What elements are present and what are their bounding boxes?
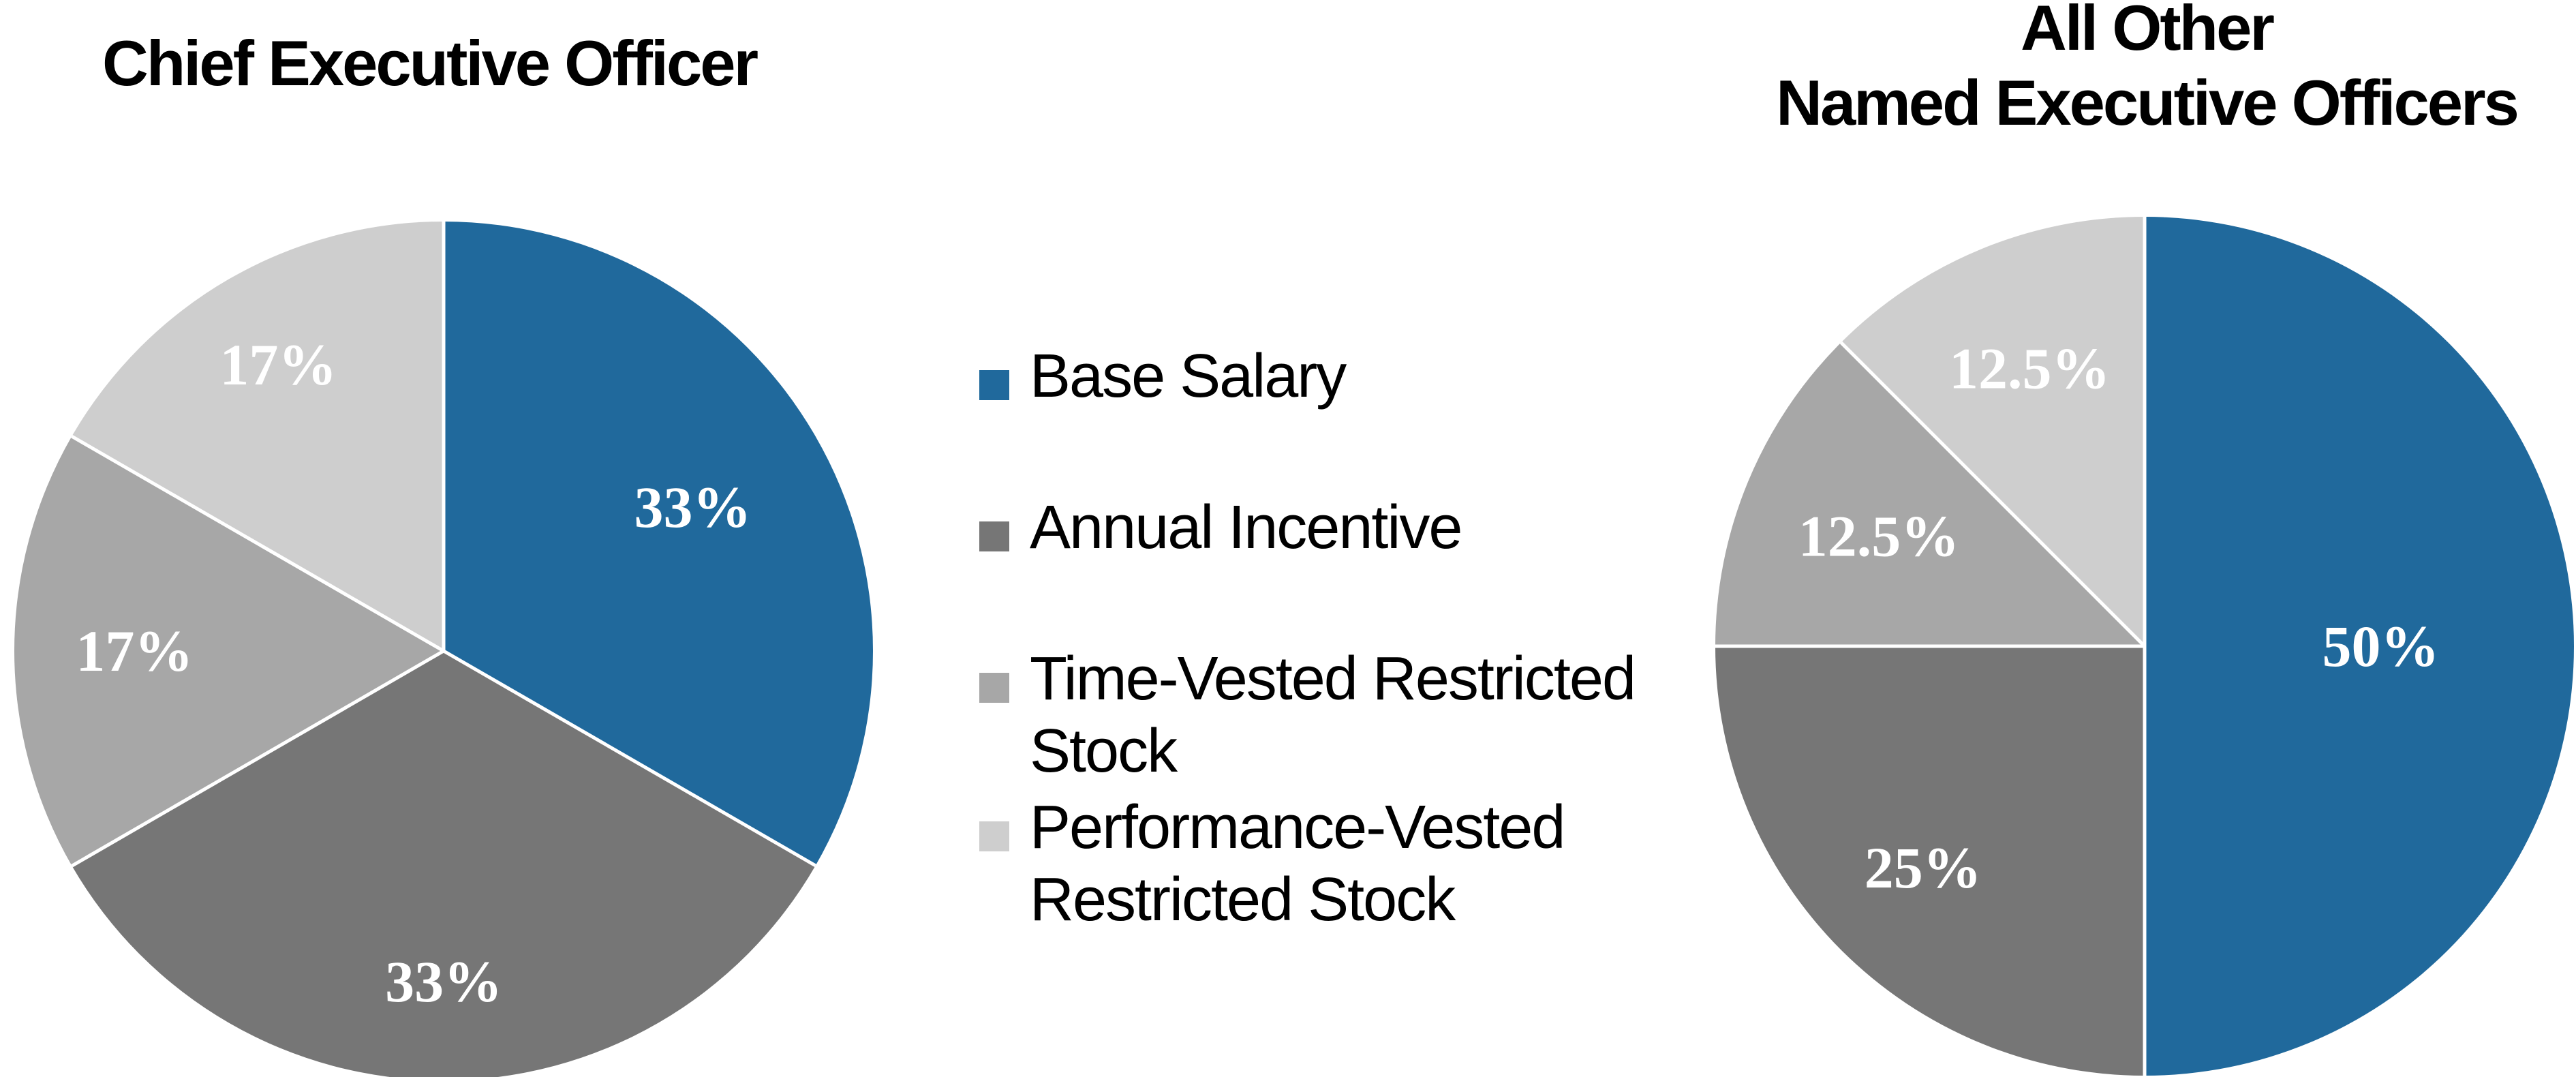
pie-1-label-annual-incentive: 25% xyxy=(1865,835,1982,900)
slice-separator xyxy=(71,649,445,868)
pie-0-label-performance-vested-restricted-stock: 17% xyxy=(219,332,337,397)
right-pie-title-line-1: All Other xyxy=(2021,0,2275,63)
pie-0-label-time-vested-restricted-stock: 17% xyxy=(76,618,193,684)
pie-0-label-base-salary: 33% xyxy=(634,474,752,540)
slice-separator xyxy=(442,649,816,868)
pie-1-slice-annual-incentive xyxy=(1715,646,2145,1076)
pie-1-label-performance-vested-restricted-stock: 12.5% xyxy=(1949,336,2111,401)
slice-separator xyxy=(71,434,445,653)
pie-0-slice-time-vested-restricted-stock xyxy=(14,436,444,866)
pie-0-slice-annual-incentive xyxy=(72,651,816,1077)
pie-0-slice-performance-vested-restricted-stock xyxy=(72,221,444,651)
pie-1-slice-performance-vested-restricted-stock xyxy=(1841,217,2145,646)
pie-all-other-named-executive-officers: 50% 25% 12.5% 12.5% xyxy=(1715,217,2574,1076)
pie-0-label-annual-incentive: 33% xyxy=(385,949,502,1014)
pie-0-slice-base-salary xyxy=(444,222,874,866)
right-pie-title: All Other Named Executive Officers xyxy=(1673,0,2576,140)
pie-1-label-time-vested-restricted-stock: 12.5% xyxy=(1798,503,1960,568)
pie-1-slice-base-salary xyxy=(2145,217,2574,1076)
right-pie-title-line-2: Named Executive Officers xyxy=(1776,67,2519,138)
left-pie-title: Chief Executive Officer xyxy=(102,27,758,99)
pie-1-label-base-salary: 50% xyxy=(2322,613,2440,679)
slice-separator xyxy=(1839,341,2146,648)
pie-1-slice-time-vested-restricted-stock xyxy=(1715,342,2145,646)
pie-chief-executive-officer: 33% 33% 17% 17% xyxy=(14,221,874,1077)
